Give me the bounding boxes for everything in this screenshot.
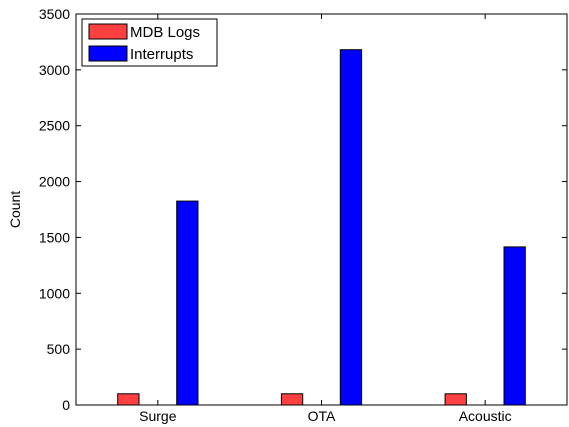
y-tick-label-2500: 2500 [39,118,70,134]
bar-interrupts-ota [339,49,363,406]
y-tick-label-0: 0 [62,397,70,413]
bar-mdb-logs-surge [117,393,140,406]
x-tick-label-ota: OTA [308,408,336,424]
y-axis-label: Count [7,191,23,228]
y-tick-label-500: 500 [47,341,71,357]
y-tick-label-3500: 3500 [39,6,70,22]
legend-label-interrupts: Interrupts [130,46,193,63]
x-tick-label-surge: Surge [139,408,177,424]
y-tick-label-2000: 2000 [39,174,70,190]
y-tick-label-1000: 1000 [39,285,70,301]
y-tick-label-3000: 3000 [39,62,70,78]
x-tick-label-acoustic: Acoustic [459,408,512,424]
bar-mdb-logs-acoustic [444,393,467,406]
bar-mdb-logs-ota [280,393,304,406]
bar-interrupts-acoustic [503,246,526,406]
bars-layer [117,49,526,406]
legend-swatch-mdb-logs [88,23,128,40]
bar-interrupts-surge [176,200,199,406]
legend: MDB Logs Interrupts [81,18,218,67]
legend-swatch-interrupts [88,45,128,62]
legend-label-mdb-logs: MDB Logs [130,24,200,41]
y-tick-label-1500: 1500 [39,229,70,245]
ticks-layer: Surge OTA Acoustic 0 500 1000 1500 2000 2500 3000… [39,6,567,424]
plot-frame [75,13,568,406]
